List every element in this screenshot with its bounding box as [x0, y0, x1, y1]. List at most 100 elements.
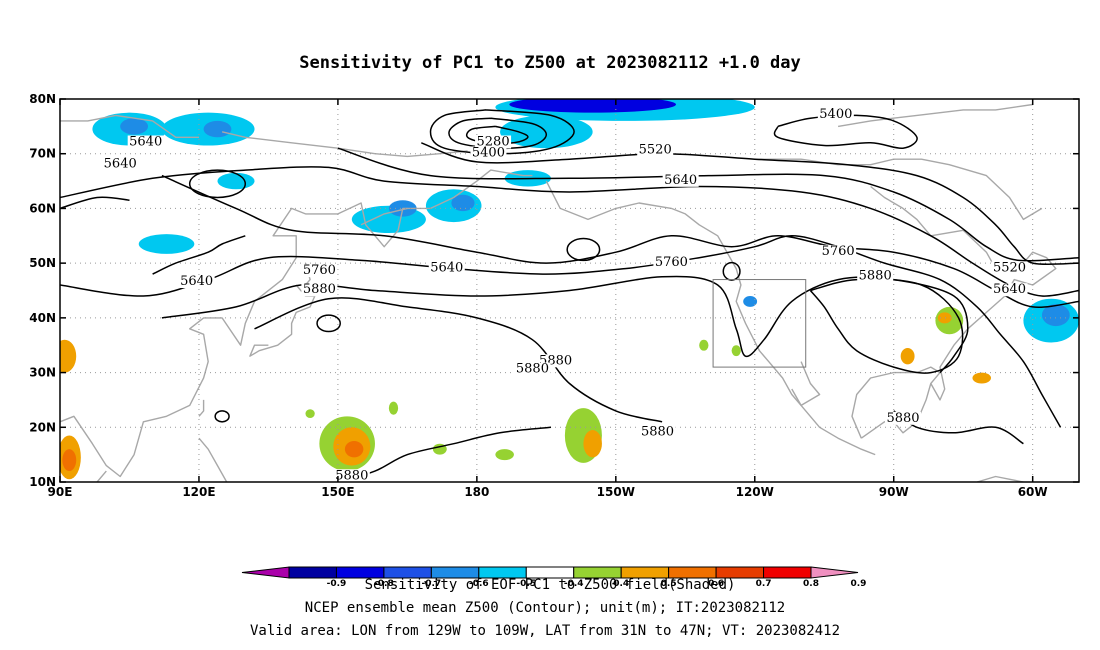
- caption-line-1: Sensitivity of EOF PC1 to Z500 field(Sha…: [365, 577, 736, 593]
- contour-5880: [337, 426, 552, 482]
- sensitivity-patch: [731, 345, 741, 357]
- contour-label: 5640: [104, 156, 137, 171]
- sensitivity-patch: [388, 401, 399, 415]
- colorbar-tick-label: 0.9: [850, 579, 866, 589]
- coastline: [837, 103, 1033, 128]
- sensitivity-patch: [495, 449, 514, 461]
- contour-label-bg: [514, 362, 551, 376]
- contour-label: 5400: [819, 107, 852, 122]
- sensitivity-patch: [305, 409, 315, 418]
- contour-label-bg: [653, 255, 690, 269]
- contour-5640: [60, 166, 1079, 297]
- contour-5760: [60, 235, 1062, 428]
- coastline: [95, 470, 107, 482]
- lon-tick-label: 90W: [879, 485, 909, 499]
- contour-label: 5640: [993, 282, 1026, 297]
- coastline: [360, 207, 408, 226]
- lat-tick-label: 10N: [29, 475, 56, 489]
- coastline: [60, 169, 533, 478]
- contour-label: 5640: [430, 260, 463, 275]
- contour-label-bg: [991, 283, 1028, 297]
- sensitivity-patch: [1041, 304, 1070, 327]
- contour-label: 5880: [335, 468, 368, 483]
- contour-label: 5880: [641, 424, 674, 439]
- caption-line-2: NCEP ensemble mean Z500 (Contour); unit(…: [305, 600, 785, 616]
- colorbar-tick-label: -0.6: [469, 579, 489, 589]
- contour-label-bg: [820, 244, 857, 258]
- colorbar-tick-label: 0.4: [613, 579, 629, 589]
- sensitivity-patch: [60, 339, 77, 373]
- colorbar-tick-label: 0.6: [708, 579, 724, 589]
- contour-label-bg: [470, 146, 507, 160]
- coastline: [976, 475, 1025, 482]
- lon-tick-label: 180: [464, 485, 489, 499]
- coastline: [221, 131, 468, 158]
- sensitivity-patch: [451, 194, 475, 212]
- sensitivity-patch: [937, 312, 952, 324]
- contour-label-bg: [991, 261, 1028, 275]
- lon-tick-label: 150W: [597, 485, 635, 499]
- contour-label: 5880: [859, 269, 892, 284]
- contour-5580: [337, 147, 1079, 262]
- contour-label-bg: [475, 135, 512, 149]
- contour-5880: [254, 297, 663, 423]
- sensitivity-patch: [699, 339, 709, 351]
- contour-5580: [60, 196, 130, 210]
- contour-5880: [214, 410, 230, 423]
- colorbar-high-end: [810, 566, 859, 579]
- contour-label: 5520: [639, 143, 672, 158]
- sensitivity-patch: [203, 120, 232, 138]
- contour-label-bg: [333, 469, 370, 483]
- coastline: [870, 185, 1057, 401]
- contour-label: 5640: [664, 173, 697, 188]
- coastline: [198, 399, 205, 417]
- coastline: [791, 361, 821, 407]
- colorbar-tick-label: -0.9: [327, 579, 347, 589]
- contour-label-bg: [639, 425, 676, 439]
- colorbar-tick-label: -0.8: [374, 579, 394, 589]
- z500-contours: [60, 109, 1079, 482]
- lon-tick-label: 120E: [182, 485, 215, 499]
- map-frame: [59, 98, 1080, 483]
- contour-label: 5640: [129, 135, 162, 150]
- sensitivity-patch: [972, 372, 991, 384]
- colorbar-tick-label: -0.5: [516, 579, 536, 589]
- contour-label: 5880: [516, 362, 549, 377]
- contour-label: 5280: [477, 135, 510, 150]
- contour-5820: [161, 275, 969, 374]
- contour-label-bg: [178, 275, 215, 289]
- contour-label: 5880: [886, 411, 919, 426]
- lon-tick-label: 120W: [736, 485, 774, 499]
- contour-5760: [566, 237, 601, 262]
- colorbar-tick-label: 0.7: [756, 579, 772, 589]
- sensitivity-patch: [509, 99, 677, 113]
- colorbar: -0.9 -0.8 -0.7 -0.6 -0.5 -0.4 0.4 0.5 0.6 0.7 0.8 0…: [241, 566, 866, 589]
- lat-tick-label: 20N: [29, 420, 56, 434]
- sensitivity-patch: [344, 440, 364, 458]
- contour-5640: [188, 169, 247, 199]
- contour-label: 5760: [822, 244, 855, 259]
- lat-tick-label: 40N: [29, 311, 56, 325]
- contour-5880: [316, 314, 341, 333]
- lon-tick-label: 90E: [48, 485, 73, 499]
- sensitivity-patch: [900, 347, 915, 365]
- colorbar-low-end: [241, 566, 290, 579]
- contour-label-bg: [857, 269, 894, 283]
- lat-tick-label: 50N: [29, 256, 56, 270]
- colorbar-tick-label: 0.8: [803, 579, 819, 589]
- valid-area-box: [712, 279, 807, 368]
- contour-5760: [722, 261, 741, 281]
- contour-label-bg: [817, 108, 854, 122]
- contour-label: 5760: [303, 263, 336, 278]
- colorbar-tick-label: -0.7: [422, 579, 442, 589]
- coastline: [60, 114, 199, 138]
- contour-label-bg: [662, 173, 699, 187]
- colorbar-swatch: [288, 566, 337, 579]
- map-title: Sensitivity of PC1 to Z500 at 2023082112…: [299, 53, 801, 73]
- coastline: [198, 437, 228, 482]
- sensitivity-patch: [120, 118, 149, 135]
- contour-label: 5400: [472, 145, 505, 160]
